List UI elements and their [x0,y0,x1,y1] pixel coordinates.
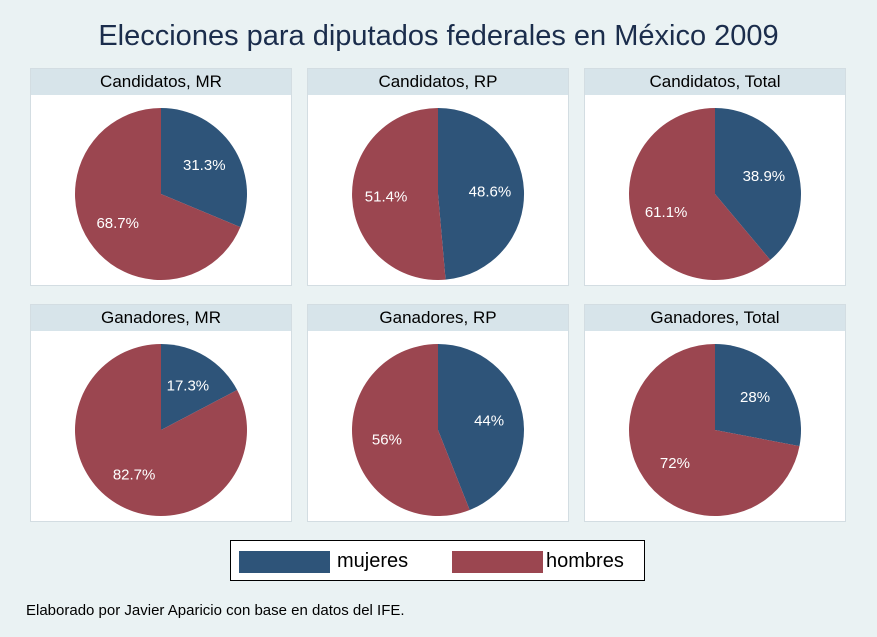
legend-label-mujeres: mujeres [337,550,409,572]
pie-slice-label: 48.6% [469,184,512,201]
pie-slice-hombres [629,344,800,516]
legend-swatch-mujeres [239,551,330,573]
pie-chart: 38.9% 61.1% [628,108,801,280]
pie-slice-hombres [628,108,771,280]
pie-chart: 31.3% 68.7% [75,107,248,280]
pie-panel: Candidatos, Total 38.9% 61.1% [584,68,846,286]
pie-slice-hombres [352,108,446,280]
legend-swatch-hombres [452,551,543,573]
pie-slice-hombres [351,344,470,516]
pie-slice-label: 44% [474,412,504,429]
pie-panel: Candidatos, RP 48.6% 51.4% [307,68,569,286]
pie-slice-mujeres [715,344,802,447]
pie-slice-mujeres [438,344,524,510]
pie-chart: 48.6% 51.4% [352,107,525,280]
pie-slice-label: 31.3% [183,157,226,174]
footnote: Elaborado por Javier Aparicio con base e… [26,602,405,619]
pie-slice-label: 72% [660,455,690,472]
pie-panel: Candidatos, MR 31.3% 68.7% [30,68,292,286]
pie-slice-label: 82.7% [113,467,156,484]
pie-chart: 17.3% 82.7% [74,344,247,516]
pie-slice-mujeres [161,108,248,228]
pie-slice-mujeres [715,108,801,260]
legend: mujeres hombres [230,540,645,581]
pie-slice-mujeres [438,107,525,280]
pie-slice-hombres [74,344,247,516]
pie-slice-label: 51.4% [365,188,408,205]
panel-title: Candidatos, Total [585,69,845,95]
pie-slice-mujeres [161,344,238,430]
pie-panel: Ganadores, RP 44% 56% [307,304,569,522]
pie-slice-hombres [75,107,241,280]
panel-title: Ganadores, Total [585,305,845,331]
pie-slice-label: 61.1% [645,204,688,221]
legend-label-hombres: hombres [546,550,624,572]
pie-slice-label: 38.9% [743,168,786,185]
pie-chart: 28% 72% [629,344,802,516]
pie-slice-label: 56% [372,432,402,449]
pie-slice-label: 28% [740,389,770,406]
pie-panel: Ganadores, Total 28% 72% [584,304,846,522]
panel-title: Candidatos, MR [31,69,291,95]
panel-title: Candidatos, RP [308,69,568,95]
panel-title: Ganadores, MR [31,305,291,331]
pie-chart: 44% 56% [351,344,524,516]
chart-title: Elecciones para diputados federales en M… [98,20,779,52]
panel-title: Ganadores, RP [308,305,568,331]
pie-slice-label: 68.7% [96,215,139,232]
pie-slice-label: 17.3% [167,377,210,394]
pie-panel: Ganadores, MR 17.3% 82.7% [30,304,292,522]
